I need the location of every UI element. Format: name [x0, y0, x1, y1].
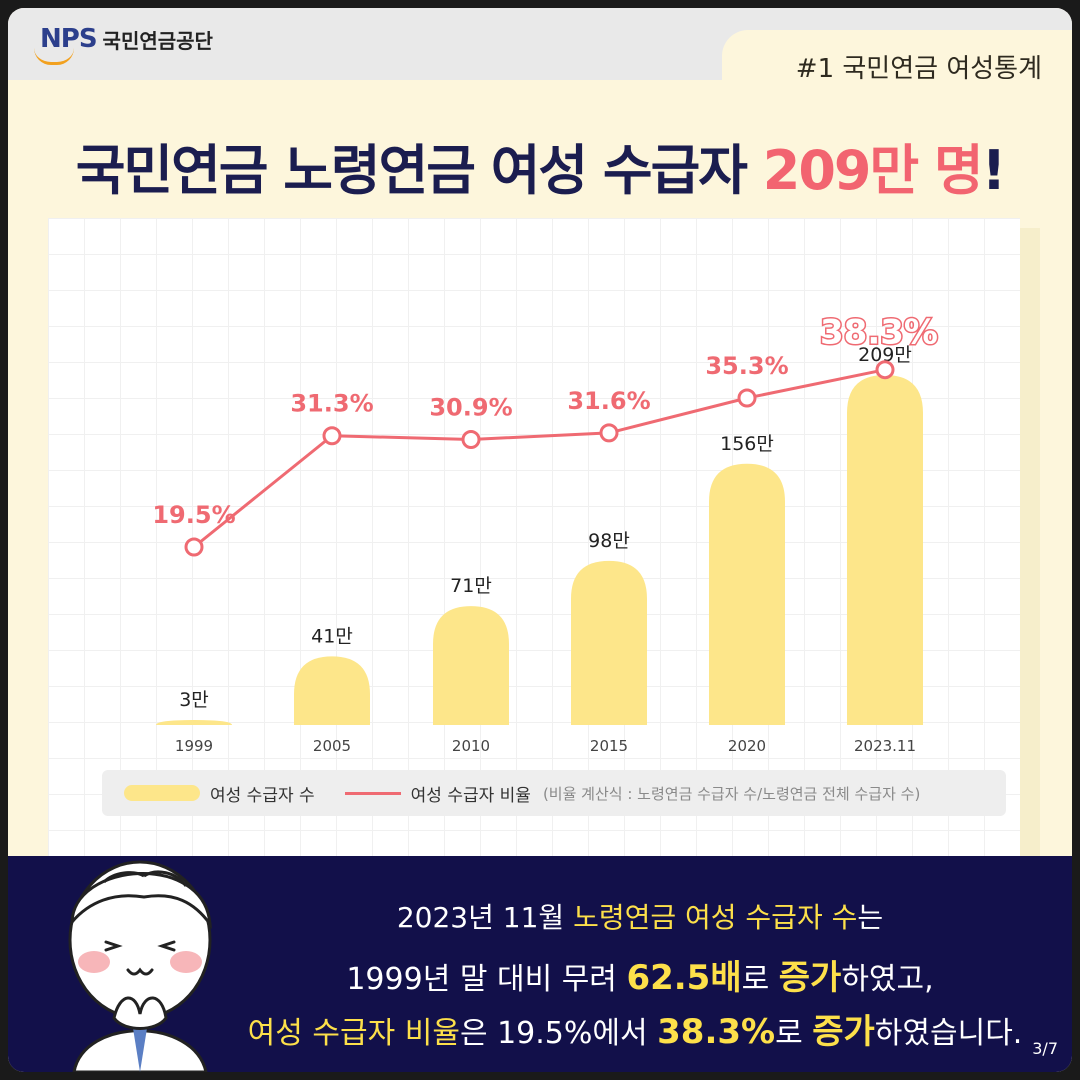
s3-c: 38.3% [657, 1012, 776, 1052]
ratio-point-2020 [737, 388, 757, 408]
bar-label-2005: 41만 [311, 625, 353, 647]
bar-label-2010: 71만 [450, 575, 492, 597]
legend-line-label: 여성 수급자 비율 [410, 785, 531, 806]
bar-2020 [709, 463, 785, 725]
ratio-line [193, 368, 886, 549]
ratio-point-2005 [322, 426, 342, 446]
bar-2005 [294, 656, 370, 725]
title-prefix: 국민연금 노령연금 여성 수급자 [75, 139, 763, 202]
title-highlight: 209만 명 [762, 139, 984, 202]
ratio-label-2015: 31.6% [567, 387, 650, 415]
ratio-point-2015 [599, 423, 619, 443]
logo-name: 국민연금공단 [102, 28, 213, 53]
category-tag: #1 국민연금 여성통계 [795, 54, 1042, 84]
ratio-label-1999: 19.5% [152, 501, 235, 529]
s2-e: 하였고, [841, 962, 934, 997]
s1-b: 노령연금 여성 수급자 수 [573, 901, 858, 934]
logo-arc-icon [34, 48, 74, 65]
s2-c: 로 [741, 962, 779, 997]
bar-label-2023.11: 209만 [858, 344, 912, 366]
bar-2010 [433, 606, 509, 725]
chart: 3만 1999 41만 2005 71만 2010 98만 2015 156만 2020 209만 2… [152, 311, 939, 755]
logo-mark: NPS [34, 24, 98, 65]
x-tick-1999: 1999 [175, 737, 213, 755]
s3-b: 은 19.5%에서 [459, 1016, 658, 1051]
page-title: 국민연금 노령연금 여성 수급자 209만 명! [8, 126, 1072, 205]
bar-label-1999: 3만 [179, 689, 209, 711]
bar-label-2015: 98만 [588, 530, 630, 552]
title-suffix: ! [981, 139, 1007, 202]
s2-a: 1999년 말 대비 무려 [346, 962, 627, 997]
ratio-point-1999 [184, 537, 204, 557]
x-tick-2010: 2010 [452, 737, 490, 755]
category-tab [722, 30, 1072, 90]
summary-line-1: 2023년 11월 노령연금 여성 수급자 수는 [208, 896, 1072, 936]
legend-note: (비율 계산식 : 노령연금 수급자 수/노령연금 전체 수급자 수) [542, 784, 921, 803]
summary-line-2: 1999년 말 대비 무려 62.5배로 증가하였고, [208, 950, 1072, 999]
ratio-label-2010: 30.9% [429, 393, 512, 421]
ratio-point-2023.11 [875, 360, 895, 380]
s1-c: 는 [857, 901, 884, 934]
bar-2023.11 [847, 375, 923, 725]
nps-logo: NPS 국민연금공단 [34, 24, 213, 65]
mascot-character-icon [68, 860, 212, 1072]
bar-label-2020: 156만 [720, 433, 774, 455]
s3-a: 여성 수급자 비율 [247, 1016, 460, 1051]
chart-legend: 여성 수급자 수 여성 수급자 비율 (비율 계산식 : 노령연금 수급자 수/… [102, 770, 1006, 816]
legend-line-swatch [344, 791, 401, 795]
legend-bar-label: 여성 수급자 수 [210, 785, 315, 806]
s2-d: 증가 [778, 958, 842, 998]
infographic-card: #1 국민연금 여성통계 NPS 국민연금공단 국민연금 노령연금 여성 수급자… [8, 8, 1072, 1072]
s3-f: 하였습니다. [874, 1016, 1023, 1051]
bar-1999 [156, 719, 232, 725]
x-tick-2005: 2005 [313, 737, 351, 755]
ratio-label-2023.11: 38.3% [820, 313, 938, 353]
summary-line-3: 여성 수급자 비율은 19.5%에서 38.3%로 증가하였습니다. [198, 1004, 1072, 1053]
x-tick-2015: 2015 [590, 737, 628, 755]
s3-d: 로 [775, 1016, 813, 1051]
chart-panel: 3만 1999 41만 2005 71만 2010 98만 2015 156만 2020 209만 2… [48, 218, 1020, 878]
ratio-label-2020: 35.3% [705, 352, 788, 380]
s3-e: 증가 [812, 1012, 875, 1052]
s1-a: 2023년 11월 [396, 901, 574, 934]
s2-b: 62.5배 [626, 958, 742, 998]
ratio-point-2010 [461, 429, 481, 449]
x-tick-2020: 2020 [728, 737, 766, 755]
x-tick-2023.11: 2023.11 [854, 737, 916, 755]
legend-bar-swatch [124, 785, 200, 801]
ratio-label-2005: 31.3% [290, 390, 373, 418]
bar-2015 [571, 560, 647, 725]
page-indicator: 3/7 [1032, 1039, 1058, 1058]
